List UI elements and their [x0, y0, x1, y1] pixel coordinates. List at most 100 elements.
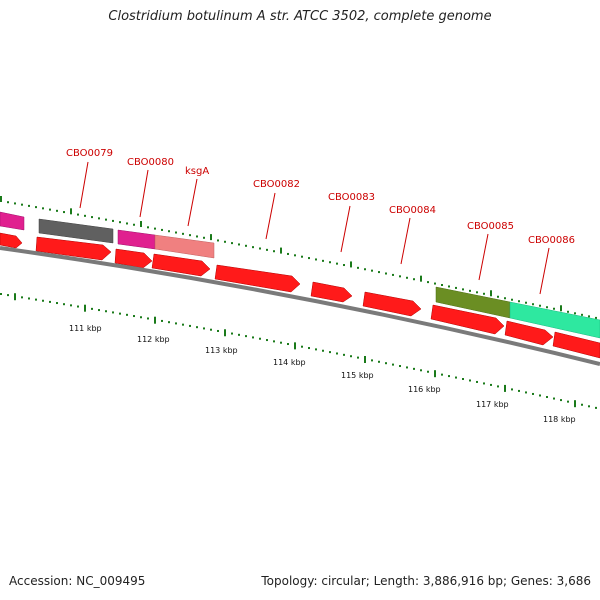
- scale-tick-mark: [462, 378, 464, 381]
- tick-mark: [336, 262, 338, 265]
- feature-box-cbo0080[interactable]: [117, 229, 156, 250]
- tick-mark: [91, 216, 93, 219]
- gene-label-cbo0082[interactable]: CBO0082: [253, 179, 300, 190]
- cds-arrow[interactable]: [552, 331, 600, 359]
- tick-mark: [42, 207, 44, 210]
- scale-tick-mark: [140, 316, 142, 319]
- scale-tick-mark: [420, 369, 422, 372]
- scale-labels: 111 kbp 112 kbp 113 kbp 114 kbp 115 kbp …: [69, 324, 576, 424]
- gene-leader-lines: [79, 161, 550, 295]
- tick-mark: [217, 239, 219, 242]
- cds-arrow[interactable]: [214, 264, 301, 293]
- cds-arrow[interactable]: [35, 236, 112, 261]
- cds-arrow[interactable]: [362, 291, 422, 317]
- cds-arrow[interactable]: [114, 248, 153, 269]
- scale-tick-mark: [49, 300, 51, 303]
- gene-label-cbo0083[interactable]: CBO0083: [328, 192, 375, 203]
- scale-tick-mark: [175, 322, 177, 325]
- tick-mark: [133, 223, 135, 226]
- scale-label: 111 kbp: [69, 324, 102, 333]
- gene-label-cbo0085[interactable]: CBO0085: [467, 221, 514, 232]
- scale-tick-mark: [77, 305, 79, 308]
- scale-tick-mark: [413, 367, 415, 370]
- scale-label: 116 kbp: [408, 385, 441, 394]
- tick-mark: [511, 298, 513, 301]
- genome-summary-text: Topology: circular; Length: 3,886,916 bp…: [261, 574, 591, 588]
- scale-label: 118 kbp: [543, 415, 576, 424]
- gene-label-cbo0086[interactable]: CBO0086: [528, 235, 575, 246]
- tick-mark: [574, 312, 576, 315]
- tick-mark: [7, 201, 9, 204]
- scale-tick-mark: [469, 379, 471, 382]
- tick-mark: [70, 208, 72, 215]
- tick-mark: [105, 218, 107, 221]
- scale-tick-mark: [287, 343, 289, 346]
- tick-mark: [413, 278, 415, 281]
- gene-label-cbo0079[interactable]: CBO0079: [66, 148, 113, 159]
- scale-tick-mark: [63, 303, 65, 306]
- tick-mark: [490, 290, 492, 297]
- gene-label-cbo0080[interactable]: CBO0080: [127, 157, 174, 168]
- cds-arrow[interactable]: [430, 304, 505, 335]
- feature-box-cbo0086[interactable]: [509, 301, 600, 339]
- scale-tick-mark: [315, 348, 317, 351]
- tick-mark: [175, 231, 177, 234]
- tick-mark: [518, 300, 520, 303]
- scale-tick-mark: [294, 342, 296, 350]
- tick-mark: [28, 204, 30, 207]
- scale-tick-mark: [518, 389, 520, 392]
- scale-tick-mark: [553, 397, 555, 400]
- feature-box-ksga[interactable]: [154, 234, 215, 259]
- tick-mark: [0, 196, 2, 202]
- cds-arrow[interactable]: [0, 232, 23, 249]
- cds-arrow[interactable]: [151, 253, 211, 277]
- tick-mark: [294, 254, 296, 257]
- scale-tick-mark: [105, 310, 107, 313]
- gene-label-ksga[interactable]: ksgA: [185, 166, 209, 177]
- tick-mark: [406, 276, 408, 279]
- tick-mark: [329, 261, 331, 264]
- scale-tick-mark: [259, 337, 261, 340]
- tick-mark: [322, 259, 324, 262]
- feature-box-cbo0079[interactable]: [38, 218, 114, 244]
- scale-tick-mark: [154, 316, 156, 324]
- tick-mark: [504, 297, 506, 300]
- scale-tick-mark: [21, 296, 23, 299]
- tick-mark: [553, 307, 555, 310]
- tick-mark: [476, 291, 478, 294]
- tick-mark: [77, 213, 79, 216]
- feature-box-magenta-left[interactable]: [0, 211, 25, 231]
- scale-tick-track: [0, 293, 597, 409]
- scale-tick-mark: [266, 339, 268, 342]
- scale-tick-mark: [196, 326, 198, 329]
- scale-tick-mark: [147, 317, 149, 320]
- scale-tick-mark: [35, 298, 37, 301]
- tick-mark: [182, 232, 184, 235]
- scale-tick-mark: [210, 328, 212, 331]
- tick-mark: [287, 252, 289, 255]
- tick-mark: [567, 310, 569, 313]
- scale-tick-mark: [455, 376, 457, 379]
- tick-mark: [308, 257, 310, 260]
- scale-tick-mark: [525, 391, 527, 394]
- tick-mark: [350, 261, 352, 268]
- cds-arrow[interactable]: [504, 320, 554, 346]
- cds-arrow[interactable]: [310, 281, 353, 303]
- scale-tick-mark: [385, 362, 387, 365]
- tick-mark: [455, 286, 457, 289]
- scale-tick-mark: [168, 321, 170, 324]
- scale-tick-mark: [224, 329, 226, 337]
- tick-mark: [560, 305, 562, 312]
- scale-tick-mark: [378, 360, 380, 363]
- tick-mark: [371, 269, 373, 272]
- scale-tick-mark: [371, 359, 373, 362]
- scale-tick-mark: [182, 323, 184, 326]
- scale-tick-mark: [357, 356, 359, 359]
- gene-label-cbo0084[interactable]: CBO0084: [389, 205, 436, 216]
- upper-tick-track: [0, 196, 597, 319]
- scale-tick-mark: [301, 345, 303, 348]
- scale-tick-mark: [238, 333, 240, 336]
- tick-mark: [189, 234, 191, 237]
- cds-track: [0, 232, 600, 359]
- tick-mark: [462, 288, 464, 291]
